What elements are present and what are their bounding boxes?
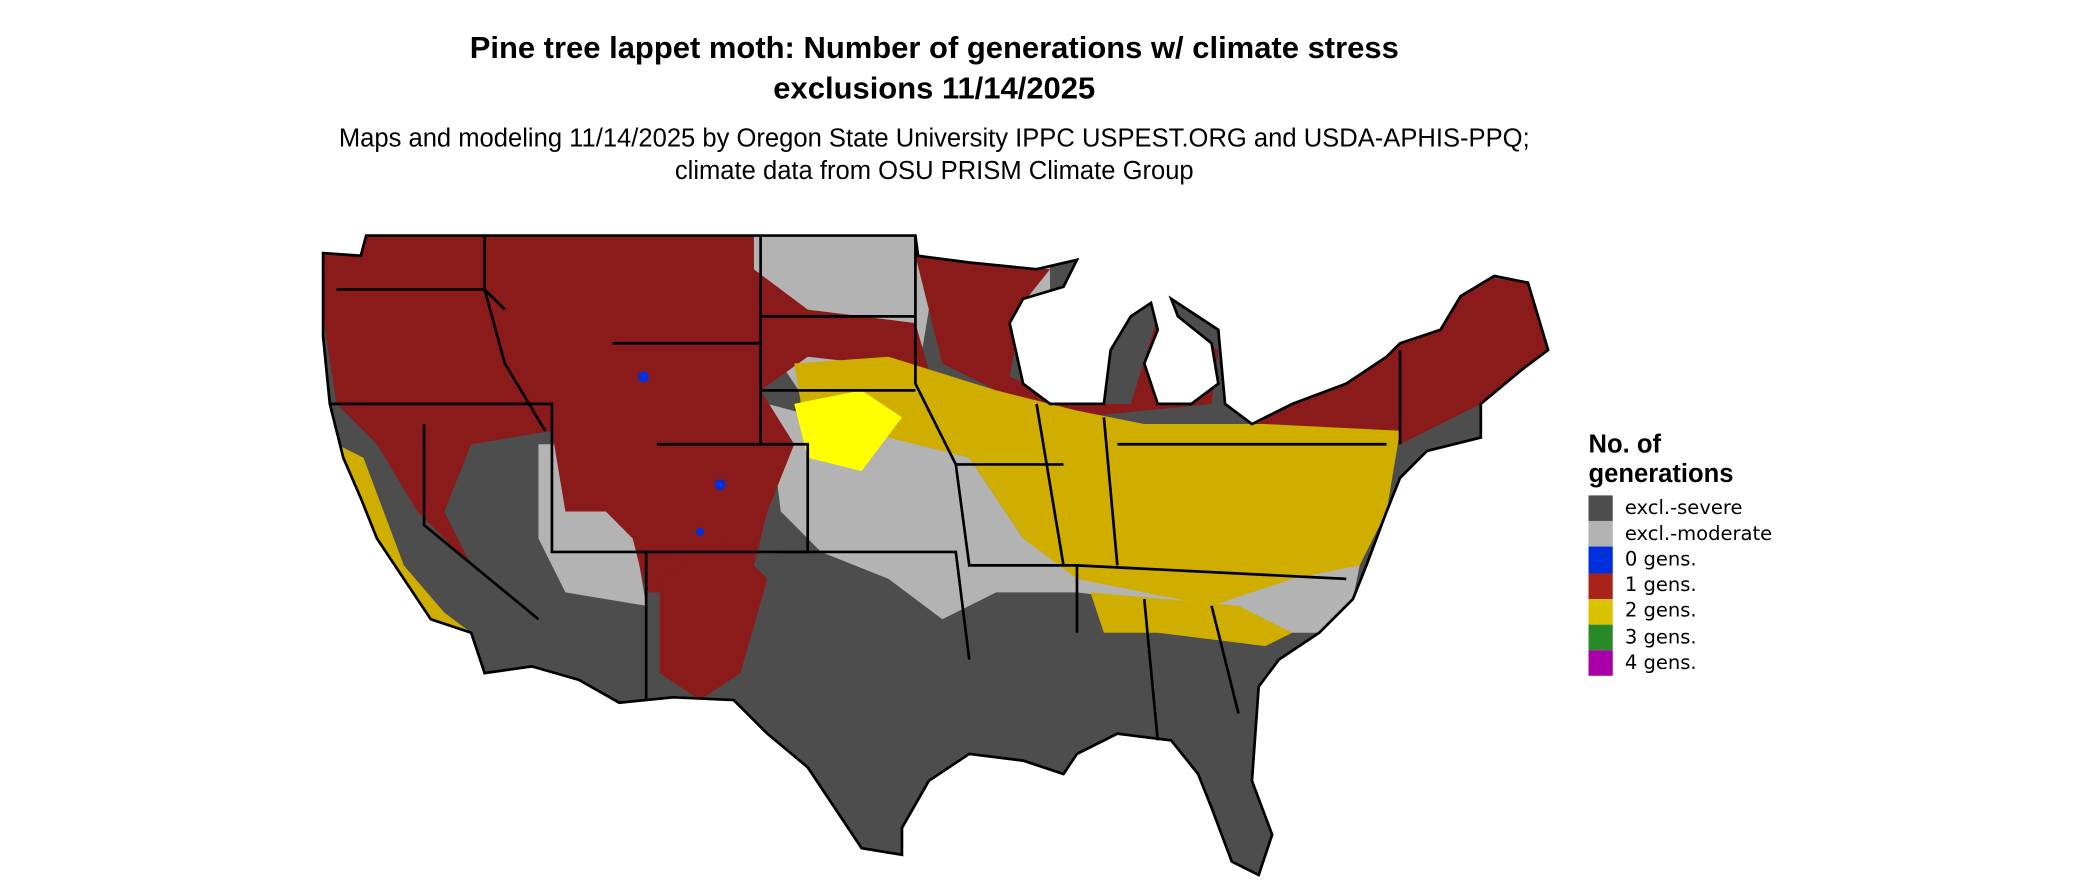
region-2-gen: [794, 356, 1401, 606]
legend-swatch: [1588, 521, 1613, 548]
legend-swatch: [1588, 650, 1613, 677]
legend-label: excl.-moderate: [1624, 523, 1773, 545]
region-2-gen: [1090, 592, 1293, 647]
legend-item: 2 gens.: [1588, 598, 1777, 625]
region-1-gen: [659, 538, 768, 701]
legend-item: excl.-severe: [1588, 495, 1777, 522]
legend-swatch: [1588, 598, 1613, 625]
state-borders: [321, 234, 1550, 877]
legend-item: 1 gens.: [1588, 572, 1777, 599]
region-0-gen: [695, 527, 705, 536]
legend-label: excl.-severe: [1624, 497, 1743, 520]
legend-label: 4 gens.: [1624, 652, 1697, 675]
legend-swatch: [1588, 495, 1613, 522]
legend-swatch: [1588, 547, 1613, 573]
map-title: Pine tree lappet moth: Number of generat…: [469, 29, 1399, 106]
legend-label: 3 gens.: [1624, 626, 1697, 649]
region-0-gen: [714, 479, 726, 491]
map-subtitle: Maps and modeling 11/14/2025 by Oregon S…: [338, 125, 1530, 186]
legend-label: 1 gens.: [1624, 575, 1697, 597]
legend-title: No. of generations: [1588, 430, 1734, 489]
legend-label: 0 gens.: [1624, 549, 1697, 571]
legend-item: 4 gens.: [1588, 650, 1777, 677]
legend: No. of generations excl.-severe excl.-mod…: [1588, 430, 1777, 677]
legend-label: 2 gens.: [1624, 600, 1697, 623]
region-0-gen: [638, 371, 649, 383]
legend-swatch: [1588, 624, 1613, 651]
legend-item: 0 gens.: [1588, 547, 1777, 573]
region-1-gen: [915, 255, 1219, 418]
region-1-gen: [323, 235, 929, 593]
legend-item: 3 gens.: [1588, 624, 1777, 651]
region-2-gen-bright: [794, 390, 902, 472]
legend-swatch: [1588, 572, 1613, 599]
legend-item: excl.-moderate: [1588, 521, 1777, 548]
region-2-gen-coast: [336, 444, 472, 633]
